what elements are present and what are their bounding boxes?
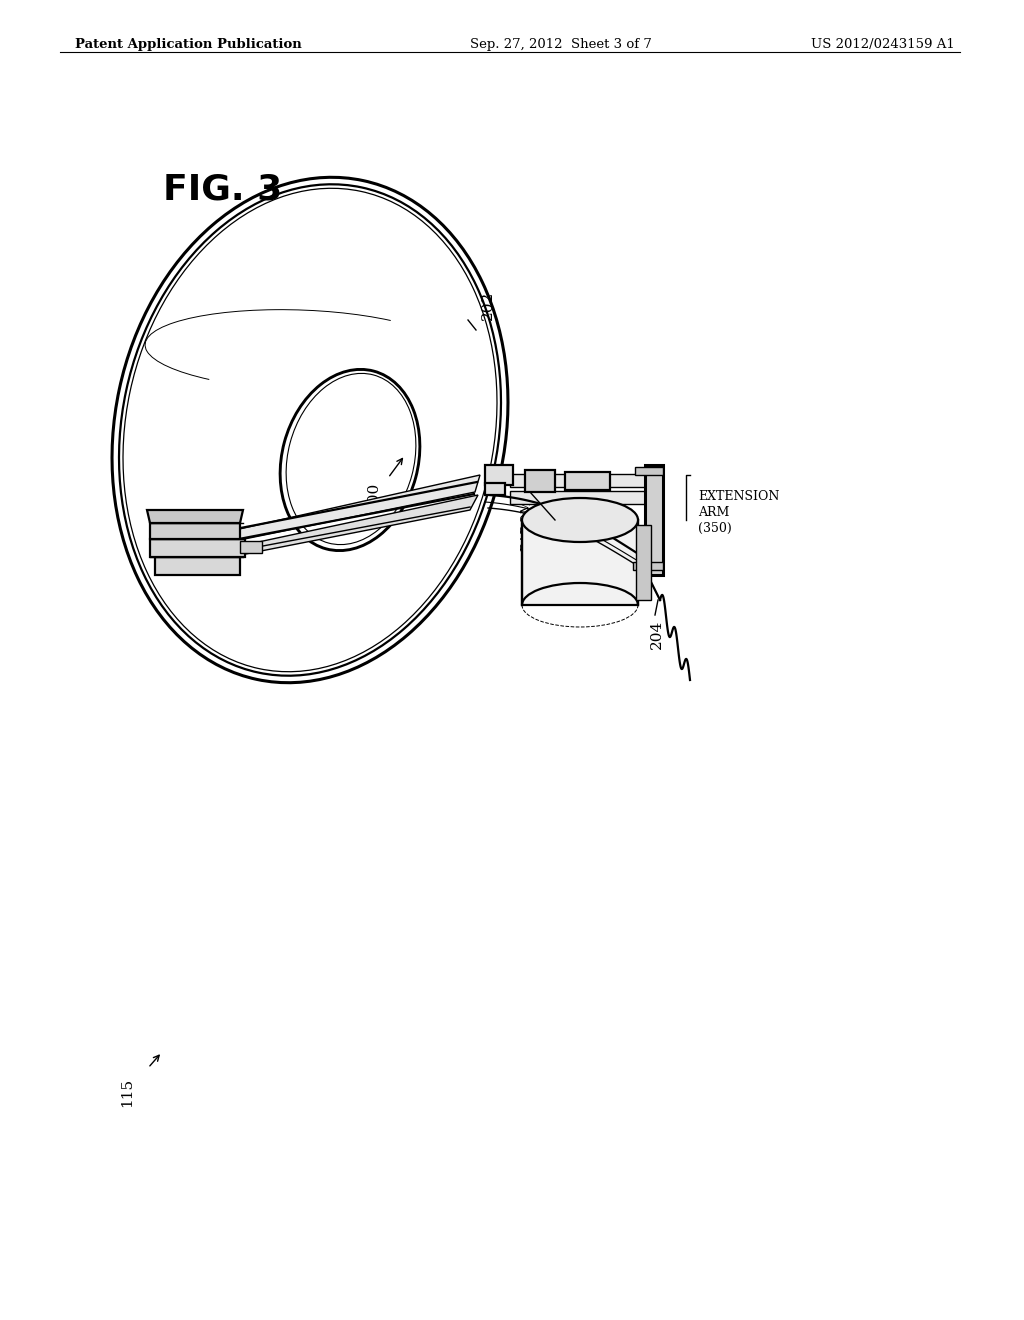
Polygon shape [215, 475, 480, 545]
Bar [565, 473, 610, 490]
Bar [636, 525, 651, 601]
Text: 202: 202 [481, 290, 495, 319]
Bar [150, 539, 245, 557]
Bar [485, 483, 505, 495]
Bar [510, 474, 650, 487]
Text: FIG. 3: FIG. 3 [163, 172, 283, 206]
Bar [485, 465, 513, 484]
Bar [240, 541, 262, 553]
Bar [525, 470, 555, 492]
Bar [645, 465, 663, 576]
Ellipse shape [522, 498, 638, 543]
Text: Sep. 27, 2012  Sheet 3 of 7: Sep. 27, 2012 Sheet 3 of 7 [470, 38, 652, 51]
Polygon shape [215, 495, 478, 560]
Bar [633, 562, 663, 570]
Bar [522, 520, 638, 605]
Text: EXTENSION
ARM
(350): EXTENSION ARM (350) [698, 490, 779, 535]
Bar [155, 557, 240, 576]
Text: Patent Application Publication: Patent Application Publication [75, 38, 302, 51]
Text: 200: 200 [367, 482, 381, 511]
Text: 204: 204 [650, 620, 664, 649]
Polygon shape [147, 510, 243, 523]
Text: RADOME
(340): RADOME (340) [520, 490, 549, 550]
Bar [635, 467, 663, 475]
Text: 115: 115 [120, 1078, 134, 1107]
Bar [150, 523, 240, 539]
Bar [510, 491, 650, 504]
Text: US 2012/0243159 A1: US 2012/0243159 A1 [811, 38, 955, 51]
